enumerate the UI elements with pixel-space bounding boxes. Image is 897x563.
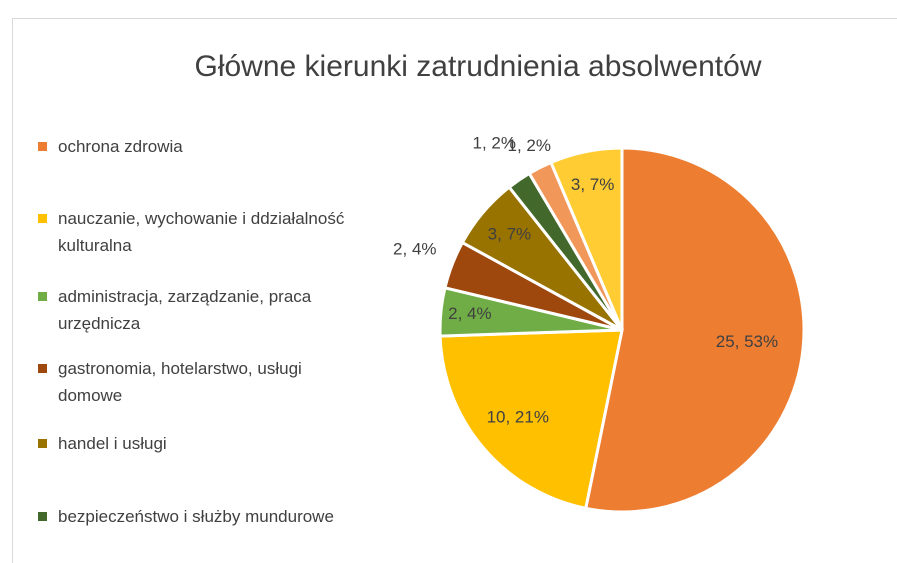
legend-entry: administracja, zarządzanie, praca urzędn… [38,283,348,337]
legend-swatch [38,512,47,521]
legend-label: gastronomia, hotelarstwo, usługi domowe [58,359,302,405]
pie-slice [548,146,624,331]
legend-entry: nauczanie, wychowanie i ddziałalność kul… [38,205,348,259]
data-label: 2, 4% [448,304,491,323]
legend-entry: gastronomia, hotelarstwo, usługi domowe [38,355,348,409]
data-label: 1, 2% [508,136,551,155]
chart-title: Główne kierunki zatrudnienia absolwentów [195,50,762,83]
legend-swatch [38,364,47,373]
data-label: 3, 7% [571,175,614,194]
data-label: 1, 2% [473,133,516,152]
pie-slice [583,146,806,514]
legend-label: administracja, zarządzanie, praca urzędn… [58,287,312,333]
data-label: 10, 21% [487,408,549,427]
legend-entry: handel i usługi [38,430,348,457]
pie-slice [438,328,624,511]
legend-label: bezpieczeństwo i służby mundurowe [58,507,334,526]
legend-label: handel i usługi [58,434,167,453]
legend-swatch [38,439,47,448]
legend-label: nauczanie, wychowanie i ddziałalność kul… [58,209,345,255]
data-label: 3, 7% [488,224,531,243]
legend-swatch [38,142,47,151]
legend-label: ochrona zdrowia [58,137,183,156]
data-label: 25, 53% [716,332,778,351]
data-label: 2, 4% [393,240,436,259]
legend-entry: ochrona zdrowia [38,133,348,160]
legend-swatch [38,214,47,223]
legend-swatch [38,292,47,301]
legend-entry: bezpieczeństwo i służby mundurowe [38,503,348,530]
